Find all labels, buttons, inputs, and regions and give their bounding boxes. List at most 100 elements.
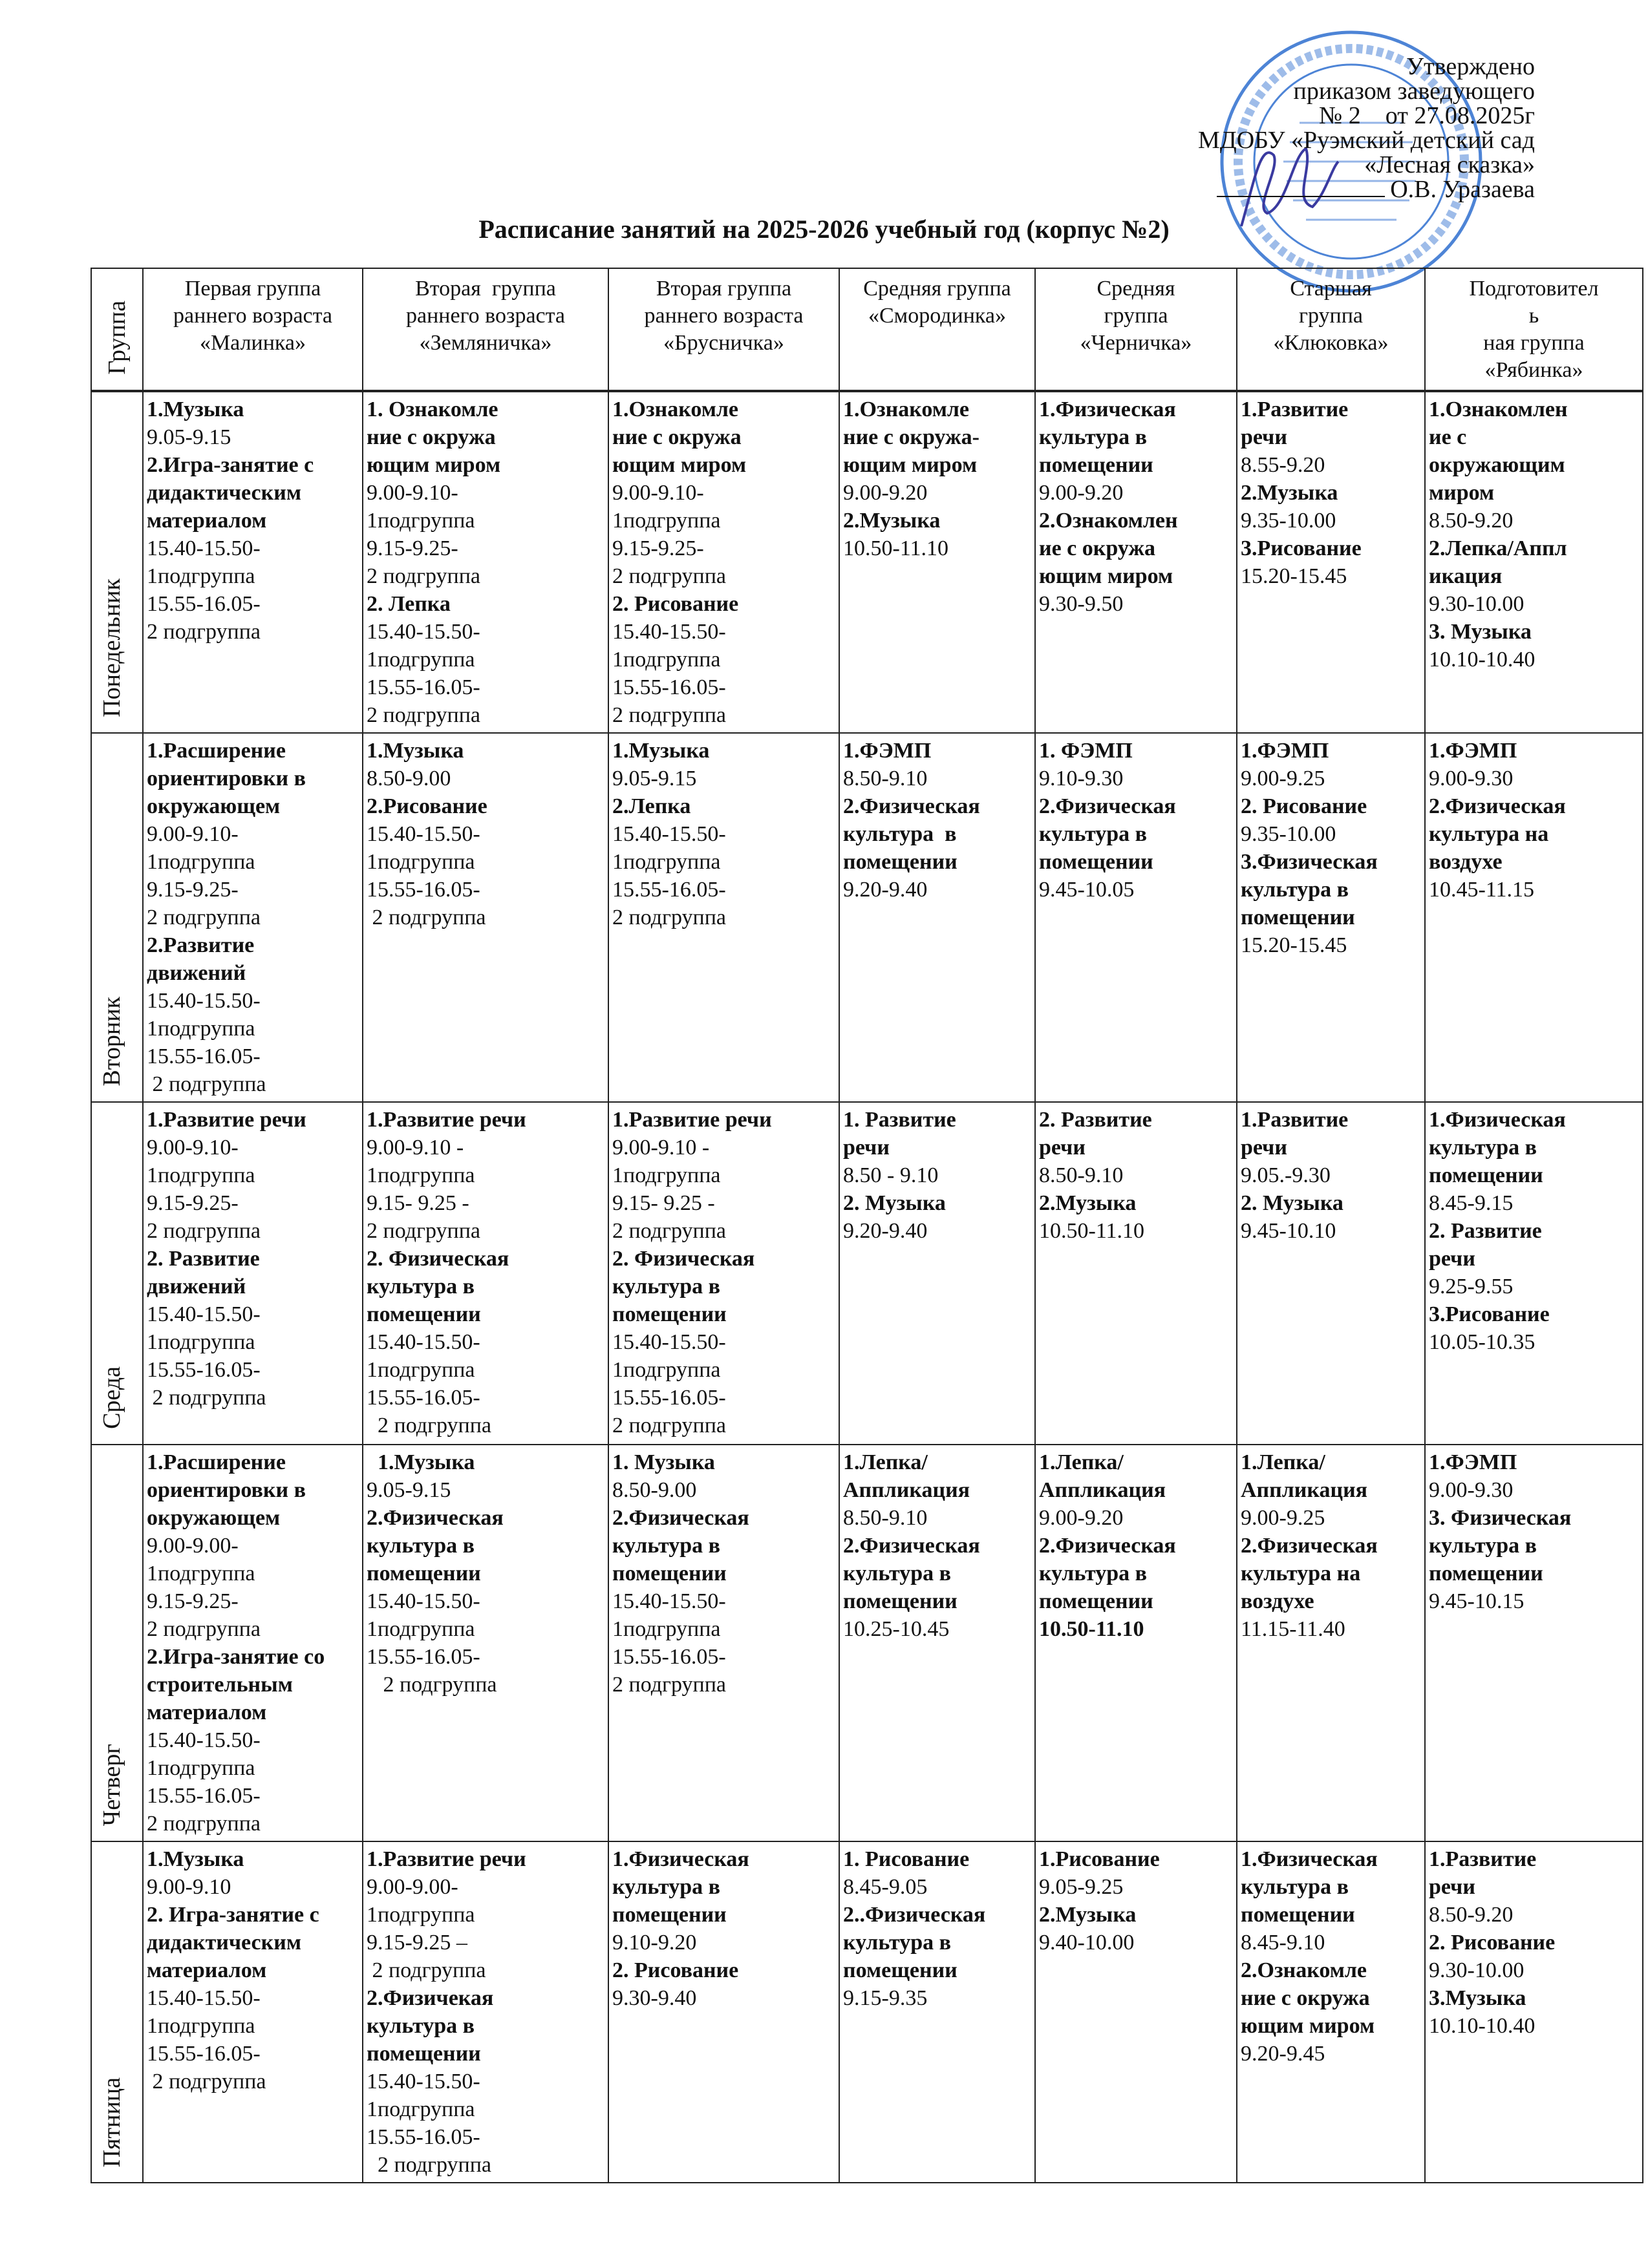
group-header-line: раннего возраста [406, 304, 565, 328]
approval-block: Утверждено приказом заведующего № 2 от 2… [1198, 54, 1535, 202]
activity-name: Аппликация [1039, 1478, 1166, 1502]
day-cell: Четверг [91, 1444, 144, 1842]
activity-detail: 15.55-16.05- [367, 2125, 480, 2149]
activity-detail: 2 подгруппа [612, 1673, 726, 1697]
activity-name: 1.Музыка [147, 397, 244, 421]
schedule-cell: 1.Музыка 9.00-9.10 2. Игра-занятие с дидакт… [142, 1841, 363, 2183]
activity-name: 1.Физическая [1039, 397, 1176, 421]
activity-name: помещении [612, 1302, 727, 1326]
activity-detail: 9.30-9.40 [612, 1986, 697, 2010]
activity-name: 2.Музыка [1039, 1191, 1137, 1215]
activity-detail: 1подгруппа [367, 1903, 475, 1927]
activity-detail: 9.00-9.10- [147, 1136, 239, 1160]
schedule-cell: 1.Ознакомлен ие с окружающим миром 8.50-9.20… [1424, 390, 1643, 734]
activity-name: речи [1039, 1136, 1086, 1160]
activity-detail: 9.00-9.10- [612, 481, 704, 505]
group-header-line: раннего возраста [173, 304, 332, 328]
schedule-cell: 1. Ознакомле ние с окружа ющим миром 9.00-9… [362, 390, 609, 734]
activity-name: материалом [147, 509, 267, 533]
schedule-cell: 1.Ознакомле ние с окружа-ющим миром 9.00-9… [839, 390, 1036, 734]
activity-detail: 15.55-16.05- [147, 1784, 261, 1808]
activity-name: культура в [612, 1875, 721, 1899]
activity-name: 1.Расширение [147, 1450, 286, 1474]
activity-name: 2. Развитие [1429, 1219, 1542, 1243]
activity-name: 1. Ознакомле [367, 397, 498, 421]
approval-organization: МДОБУ «Руэмский детский сад [1198, 127, 1535, 154]
activity-detail: 9.00-9.30 [1429, 1478, 1514, 1502]
activity-name: 1.Ознакомле [843, 397, 970, 421]
activity-detail: 1подгруппа [367, 850, 475, 874]
activity-name: 1.Лепка/ [1241, 1450, 1325, 1474]
schedule-cell: 1.Развитие речи 9.05.-9.30 2. Музыка 9.45-10… [1236, 1101, 1426, 1445]
activity-name: 2.Лепка [612, 794, 691, 818]
activity-name: 1.Развитие [1429, 1847, 1537, 1871]
group-header: Вторая группа раннего возраста «Земляничка… [362, 268, 609, 392]
activity-name: 1.Лепка/ [843, 1450, 928, 1474]
activity-name: 1.Рисование [1039, 1847, 1160, 1871]
activity-detail: 15.40-15.50- [367, 822, 480, 846]
activity-name: 2. Развитие [147, 1247, 260, 1271]
activity-name: икация [1429, 564, 1503, 588]
activity-name: 2.Игра-занятие со [147, 1645, 325, 1669]
activity-detail: 1подгруппа [147, 1017, 255, 1041]
approval-order-number: № 2 от 27.08.2025г [1319, 102, 1535, 129]
activity-detail: 2 подгруппа [367, 1414, 491, 1437]
activity-name: воздухе [1429, 850, 1503, 874]
schedule-table: Группа Первая группа раннего возраста «Мал… [91, 268, 1643, 2183]
activity-name: культура в [612, 1275, 721, 1298]
schedule-cell: 1.Физическая культура в помещении 9.00-9.20… [1034, 390, 1237, 734]
activity-name: Аппликация [1241, 1478, 1368, 1502]
activity-detail: 10.05-10.35 [1429, 1330, 1536, 1354]
activity-detail: 1подгруппа [147, 1163, 255, 1187]
activity-name: культура в [1429, 1534, 1537, 1558]
activity-name: 1.Развитие [1241, 397, 1349, 421]
activity-name: 2. Развитие [1039, 1108, 1152, 1132]
group-header: Подготовител ь ная группа «Рябинка» [1424, 268, 1643, 392]
activity-detail: 9.10-9.30 [1039, 767, 1124, 790]
activity-detail: 15.55-16.05- [367, 1645, 480, 1669]
activity-detail: 9.20-9.40 [843, 878, 928, 902]
activity-detail: 9.00-9.10 - [612, 1136, 710, 1160]
schedule-cell: 1.ФЭМП 9.00-9.25 2. Рисование 9.35-10.00 3.Ф… [1236, 732, 1426, 1103]
activity-detail: 2 подгруппа [367, 2153, 491, 2177]
activity-detail: 9.45-10.10 [1241, 1219, 1336, 1243]
activity-detail: 9.05-9.15 [367, 1478, 451, 1502]
activity-name: помещении [843, 1589, 958, 1613]
schedule-cell: 1. Музыка 8.50-9.00 2.Физическая культура в… [608, 1444, 840, 1842]
activity-detail: 1подгруппа [147, 1330, 255, 1354]
activity-detail: 8.45-9.05 [843, 1875, 928, 1899]
activity-detail: 2 подгруппа [147, 906, 261, 929]
activity-detail: 15.40-15.50- [147, 1302, 261, 1326]
activity-detail: 10.45-11.15 [1429, 878, 1535, 902]
activity-name: помещении [843, 850, 958, 874]
activity-name: 3.Рисование [1241, 536, 1362, 560]
schedule-cell: 1.Ознакомле ние с окружа ющим миром 9.00-9.… [608, 390, 840, 734]
activity-detail: 8.50-9.10 [843, 1506, 928, 1530]
day-label: Вторник [98, 997, 125, 1086]
activity-name: окружающем [147, 1506, 281, 1530]
activity-name: помещении [1241, 1903, 1355, 1927]
group-header: Вторая группа раннего возраста «Брусничка» [608, 268, 840, 392]
group-header: Старшая группа «Клюковка» [1236, 268, 1426, 392]
activity-name: 2.Физическая [843, 1534, 980, 1558]
schedule-cell: 1.Расширение ориентировки в окружающем 9.00… [142, 732, 363, 1103]
activity-name: 2. Лепка [367, 592, 451, 616]
activity-name: помещении [843, 1958, 958, 1982]
approval-line: Утверждено [1406, 53, 1535, 80]
day-label: Пятница [98, 2077, 125, 2167]
activity-detail: 9.15- 9.25 - [367, 1191, 469, 1215]
activity-name: 2. Рисование [1429, 1931, 1556, 1955]
activity-detail: 2 подгруппа [367, 703, 480, 727]
group-header-line: группа [1299, 304, 1363, 328]
group-header-line: «Земляничка» [419, 331, 552, 355]
activity-detail: 1подгруппа [612, 850, 721, 874]
day-cell: Среда [91, 1101, 144, 1445]
activity-detail: 10.10-10.40 [1429, 2014, 1536, 2038]
activity-name: культура в [367, 1534, 475, 1558]
signature-line [1217, 196, 1386, 197]
schedule-cell: 1.Музыка 9.05-9.15 2.Лепка 15.40-15.50- 1под… [608, 732, 840, 1103]
activity-detail: 15.40-15.50- [147, 1728, 261, 1752]
activity-detail: 2 подгруппа [367, 1958, 486, 1982]
day-label: Среда [98, 1366, 125, 1429]
activity-name: 3.Рисование [1429, 1302, 1550, 1326]
